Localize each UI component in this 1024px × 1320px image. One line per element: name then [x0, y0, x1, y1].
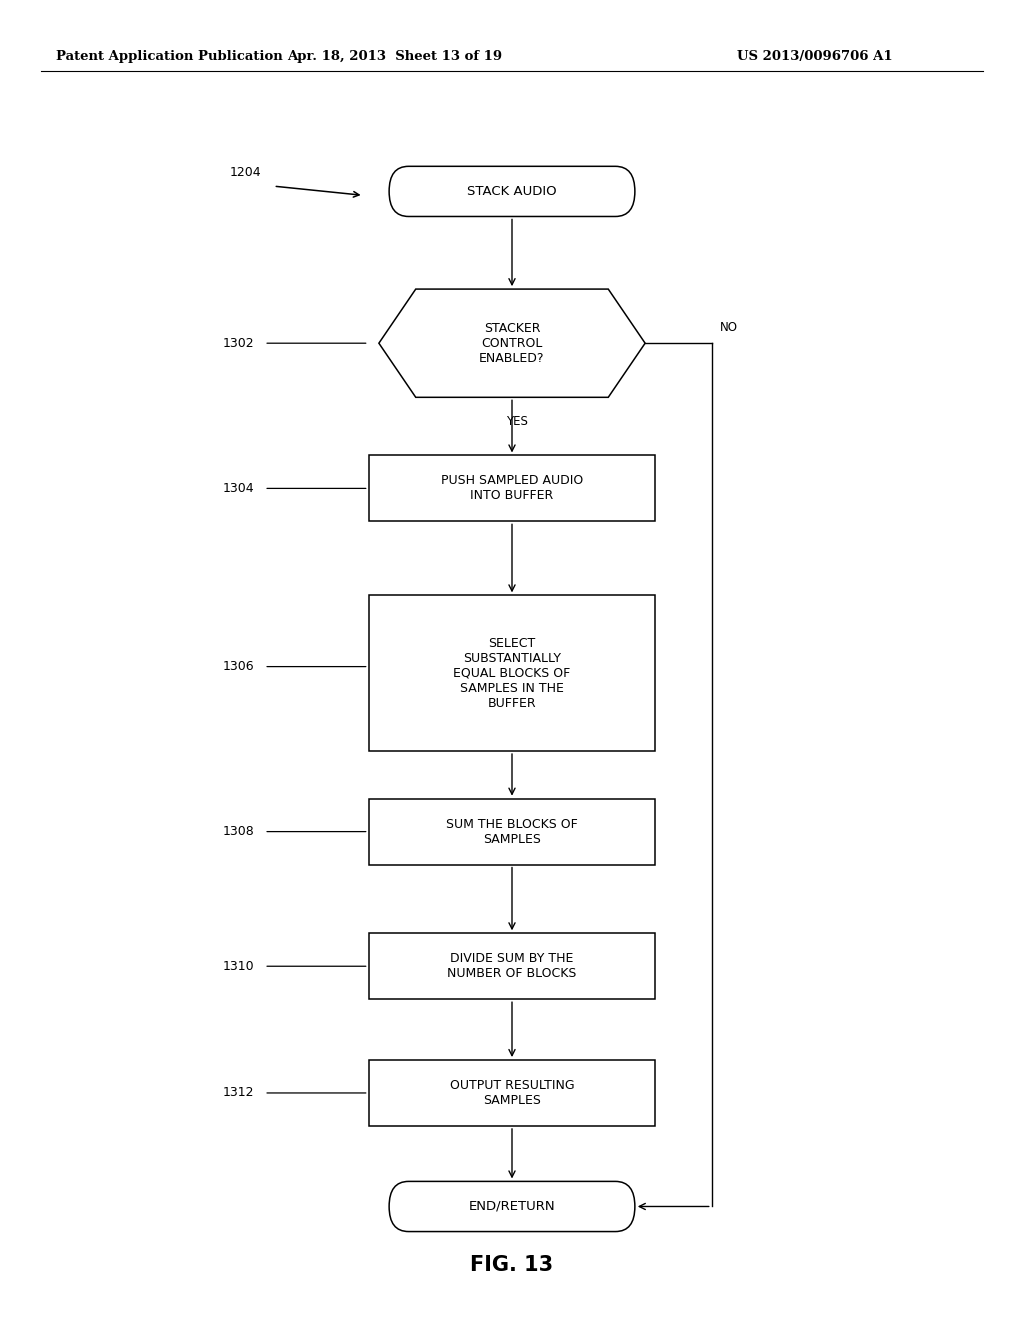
Bar [369, 1060, 655, 1126]
Text: 1204: 1204 [229, 166, 261, 180]
Text: SELECT
SUBSTANTIALLY
EQUAL BLOCKS OF
SAMPLES IN THE
BUFFER: SELECT SUBSTANTIALLY EQUAL BLOCKS OF SAM… [454, 636, 570, 710]
Text: STACKER
CONTROL
ENABLED?: STACKER CONTROL ENABLED? [479, 322, 545, 364]
Text: DIVIDE SUM BY THE
NUMBER OF BLOCKS: DIVIDE SUM BY THE NUMBER OF BLOCKS [447, 952, 577, 981]
Bar [369, 455, 655, 521]
Text: 1312: 1312 [222, 1086, 254, 1100]
Text: NO: NO [720, 321, 738, 334]
Polygon shape [379, 289, 645, 397]
Text: 1302: 1302 [222, 337, 254, 350]
Text: YES: YES [506, 414, 528, 428]
Bar [369, 799, 655, 865]
Text: Apr. 18, 2013  Sheet 13 of 19: Apr. 18, 2013 Sheet 13 of 19 [287, 50, 502, 63]
Text: US 2013/0096706 A1: US 2013/0096706 A1 [737, 50, 893, 63]
Text: STACK AUDIO: STACK AUDIO [467, 185, 557, 198]
Text: PUSH SAMPLED AUDIO
INTO BUFFER: PUSH SAMPLED AUDIO INTO BUFFER [441, 474, 583, 503]
Text: 1308: 1308 [222, 825, 254, 838]
Text: SUM THE BLOCKS OF
SAMPLES: SUM THE BLOCKS OF SAMPLES [446, 817, 578, 846]
Text: END/RETURN: END/RETURN [469, 1200, 555, 1213]
Text: 1310: 1310 [222, 960, 254, 973]
Bar [369, 933, 655, 999]
Text: OUTPUT RESULTING
SAMPLES: OUTPUT RESULTING SAMPLES [450, 1078, 574, 1107]
FancyBboxPatch shape [389, 166, 635, 216]
Text: Patent Application Publication: Patent Application Publication [56, 50, 283, 63]
Bar [369, 595, 655, 751]
Text: FIG. 13: FIG. 13 [470, 1254, 554, 1275]
Text: 1306: 1306 [222, 660, 254, 673]
FancyBboxPatch shape [389, 1181, 635, 1232]
Text: 1304: 1304 [222, 482, 254, 495]
